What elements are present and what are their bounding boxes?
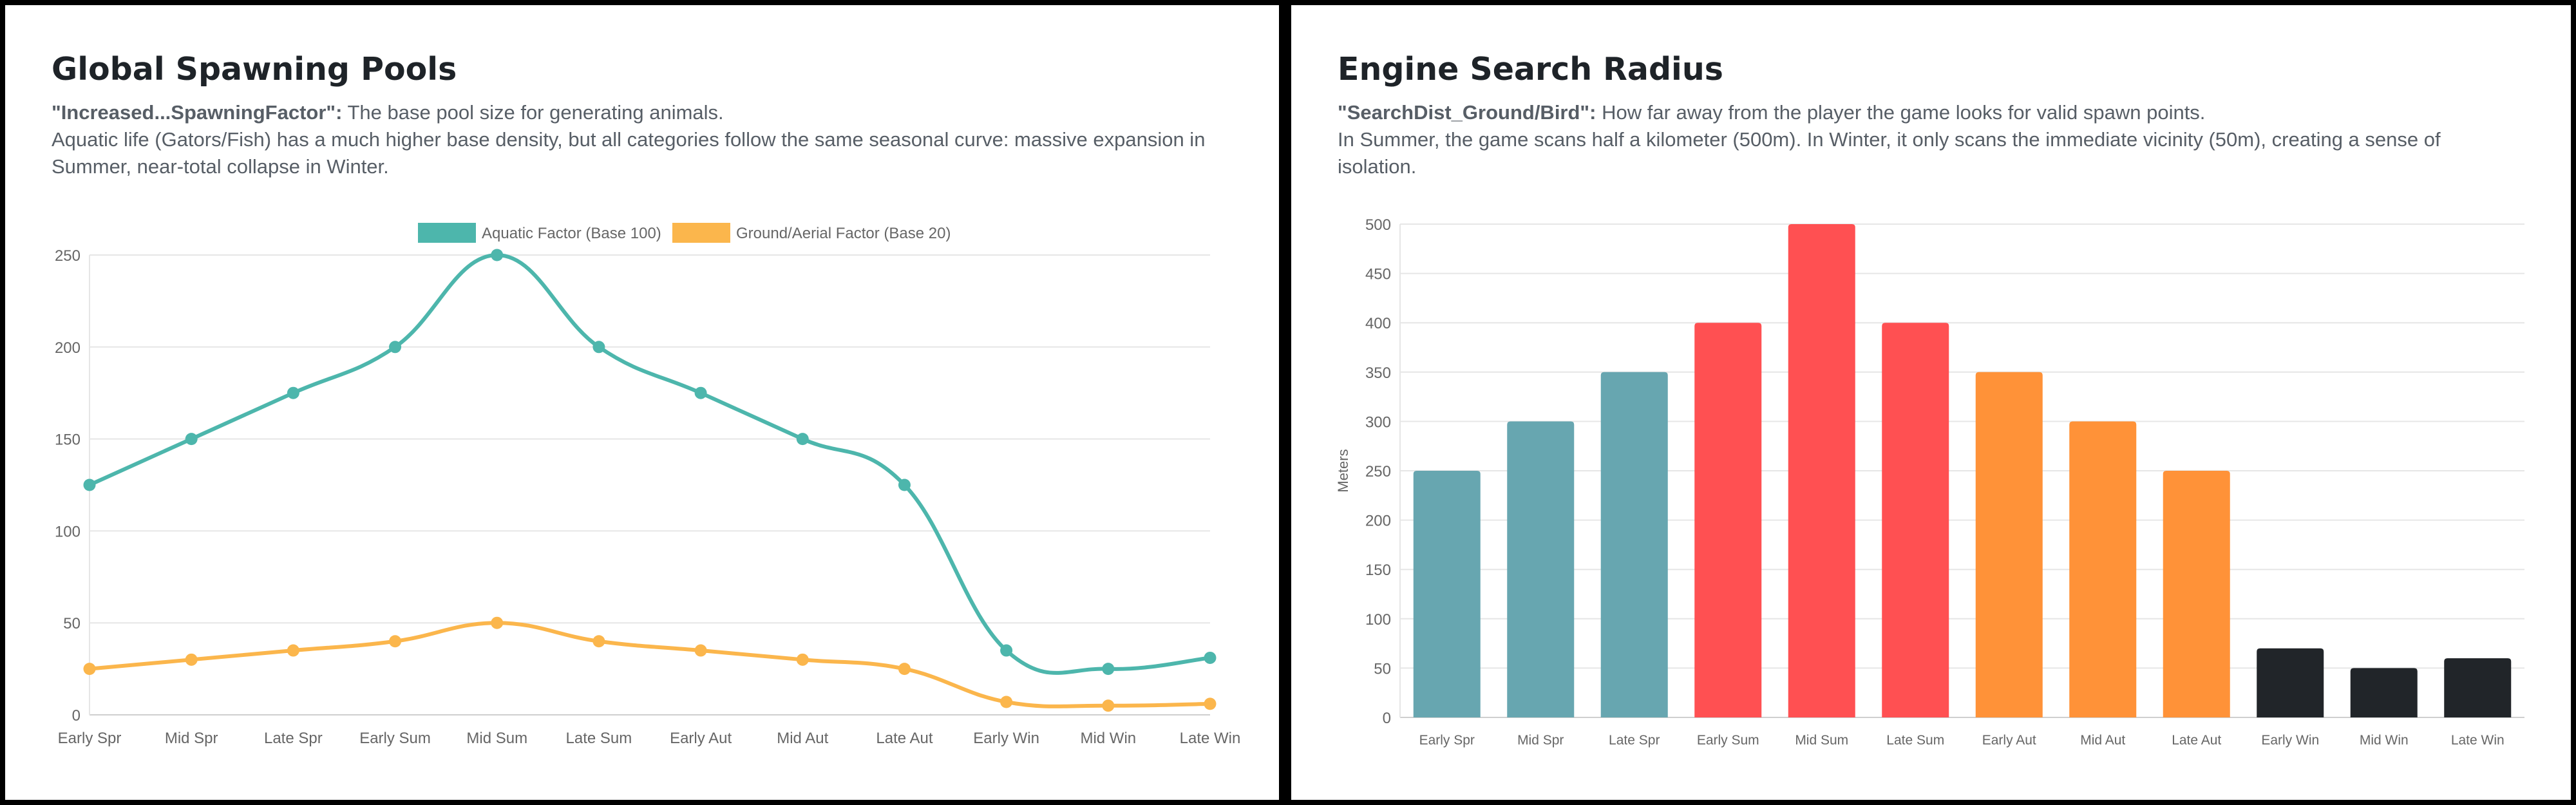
spawning-pools-line-chart: 0 50 100 150 200 250 Early Spr Mid Spr Late Spr E…	[55, 223, 1241, 747]
data-point	[592, 635, 605, 648]
bar	[1788, 224, 1855, 717]
data-point	[1000, 696, 1013, 708]
y-tick-label: 300	[1365, 413, 1391, 431]
bar	[1975, 372, 2043, 717]
data-point	[185, 653, 198, 666]
spawning-factor-key-text: The base pool size for generating animal…	[347, 101, 724, 124]
search-radius-detail-text: In Summer, the game scans half a kilomet…	[1338, 128, 2441, 178]
x-tick-label: Early Spr	[1419, 733, 1475, 748]
x-tick-label: Late Win	[1180, 730, 1241, 747]
x-tick-label: Early Win	[973, 730, 1039, 747]
x-tick-label: Early Sum	[359, 730, 431, 747]
spawning-pools-title: Global Spawning Pools	[52, 51, 457, 88]
x-tick-label: Mid Sum	[466, 730, 527, 747]
y-axis-label: Meters	[1335, 449, 1351, 492]
y-tick-label: 500	[1365, 216, 1391, 234]
data-point	[287, 644, 299, 657]
x-tick-label: Mid Spr	[165, 730, 218, 747]
search-radius-bar-chart: 0 50 100 150 200 250 300 350 400 450 500 Meters Earl…	[1335, 216, 2524, 748]
search-dist-key: "SearchDist_Ground/Bird":	[1338, 101, 1596, 124]
data-point	[491, 616, 504, 629]
bar	[1507, 421, 1575, 717]
data-point	[1204, 697, 1217, 710]
bar	[1694, 323, 1762, 717]
y-tick-label: 250	[55, 247, 80, 265]
data-point	[1102, 699, 1115, 712]
y-tick-label: 50	[1374, 660, 1391, 677]
y-tick-label: 0	[72, 707, 80, 724]
x-tick-label: Mid Aut	[2080, 733, 2125, 748]
y-tick-label: 100	[1365, 611, 1391, 629]
y-tick-label: 50	[63, 615, 80, 632]
x-tick-label: Early Aut	[1982, 733, 2036, 748]
bar	[1413, 471, 1481, 717]
y-tick-label: 350	[1365, 365, 1391, 382]
data-point	[1102, 663, 1115, 676]
x-tick-label: Late Aut	[2172, 733, 2221, 748]
bar	[2350, 668, 2418, 717]
x-tick-label: Mid Win	[2360, 733, 2409, 748]
spawning-factor-key: "Increased...SpawningFactor":	[52, 101, 343, 124]
x-tick-label: Early Spr	[58, 730, 122, 747]
x-tick-label: Late Win	[2451, 733, 2505, 748]
data-point	[898, 478, 911, 491]
series-line-ground-aerial	[89, 621, 1211, 708]
data-point	[796, 433, 809, 446]
legend-swatch	[672, 223, 730, 243]
y-tick-label: 400	[1365, 315, 1391, 332]
bar	[2257, 648, 2324, 717]
legend-label: Ground/Aerial Factor (Base 20)	[736, 225, 951, 242]
y-tick-label: 150	[55, 431, 80, 449]
data-point	[898, 663, 911, 676]
data-point	[83, 478, 96, 491]
bar	[2069, 421, 2137, 717]
y-tick-label: 250	[1365, 463, 1391, 480]
bar	[2444, 658, 2512, 717]
bar	[2163, 471, 2230, 717]
legend-swatch	[418, 223, 476, 243]
search-radius-description: "SearchDist_Ground/Bird": How far away f…	[1338, 99, 2524, 180]
x-tick-label: Mid Aut	[777, 730, 828, 747]
spawning-pools-description: "Increased...SpawningFactor": The base p…	[52, 99, 1233, 180]
data-point	[389, 635, 402, 648]
data-point	[694, 386, 707, 399]
x-tick-label: Late Spr	[1609, 733, 1660, 748]
x-tick-label: Late Sum	[1886, 733, 1944, 748]
x-tick-label: Late Aut	[876, 730, 933, 747]
data-point	[694, 644, 707, 657]
x-tick-label: Mid Win	[1080, 730, 1136, 747]
data-point	[592, 341, 605, 354]
search-dist-key-text: How far away from the player the game lo…	[1602, 101, 2206, 124]
bar	[1882, 323, 1949, 717]
data-point	[796, 653, 809, 666]
search-radius-title: Engine Search Radius	[1338, 51, 1723, 88]
x-tick-label: Late Spr	[264, 730, 323, 747]
x-tick-label: Late Sum	[566, 730, 632, 747]
x-tick-label: Early Win	[2261, 733, 2319, 748]
x-tick-label: Early Sum	[1697, 733, 1759, 748]
data-point	[185, 433, 198, 446]
data-point	[491, 249, 504, 261]
bar	[1600, 372, 1668, 717]
x-tick-label: Early Aut	[670, 730, 732, 747]
search-radius-card: Engine Search Radius "SearchDist_Ground/…	[1291, 5, 2571, 800]
spawning-pools-card: Global Spawning Pools "Increased...Spawn…	[5, 5, 1279, 800]
x-tick-label: Mid Spr	[1517, 733, 1564, 748]
legend: Aquatic Factor (Base 100) Ground/Aerial F…	[418, 223, 951, 243]
y-tick-label: 150	[1365, 562, 1391, 579]
data-point	[83, 663, 96, 676]
data-point	[287, 386, 299, 399]
y-tick-label: 200	[55, 339, 80, 357]
y-tick-label: 100	[55, 523, 80, 540]
data-point	[389, 341, 402, 354]
legend-label: Aquatic Factor (Base 100)	[482, 225, 661, 242]
y-tick-label: 0	[1383, 710, 1391, 727]
series-line-aquatic	[88, 252, 1211, 675]
x-tick-label: Mid Sum	[1795, 733, 1848, 748]
spawning-pools-detail-text: Aquatic life (Gators/Fish) has a much hi…	[52, 128, 1206, 178]
data-point	[1000, 644, 1013, 657]
y-tick-label: 200	[1365, 513, 1391, 530]
y-tick-label: 450	[1365, 266, 1391, 283]
data-point	[1204, 651, 1217, 664]
